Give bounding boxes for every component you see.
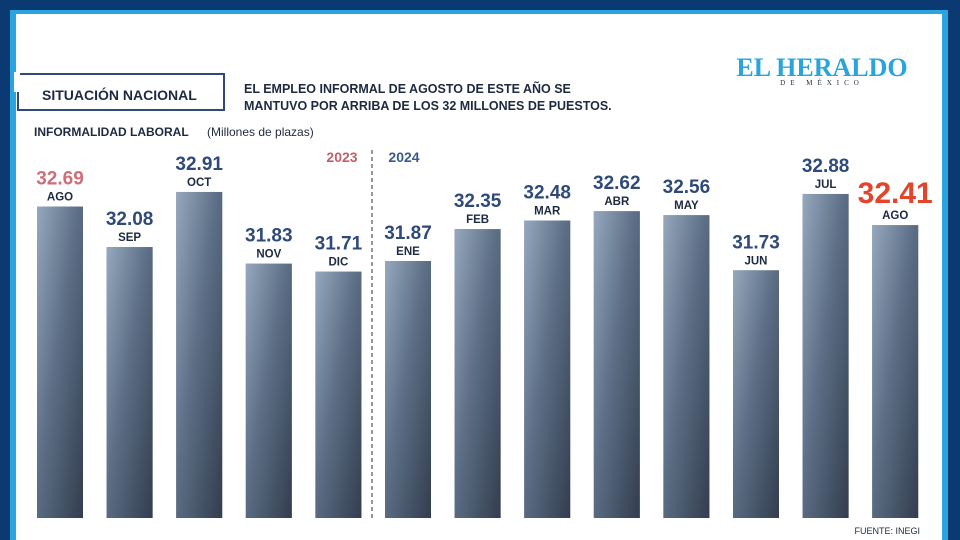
unit-label: (Millones de plazas): [207, 125, 314, 139]
subtitle: MANTUVO POR ARRIBA DE LOS 32 MILLONES DE…: [244, 99, 612, 113]
bar-photo: [315, 271, 362, 518]
bar-photo: [454, 229, 501, 518]
bar-photo: [245, 263, 292, 518]
bar-photo: [593, 211, 640, 518]
year-label: 2023: [326, 149, 357, 165]
bar-photo: [802, 193, 849, 518]
x-tick-label: MAR: [534, 206, 561, 218]
bar-photo: [176, 191, 223, 518]
value-label: 32.91: [175, 154, 223, 175]
year-label: 2024: [388, 149, 419, 165]
value-label: 31.71: [315, 234, 363, 255]
logo: EL HERALDO: [736, 53, 907, 82]
x-tick-label: ENE: [396, 246, 420, 258]
bar-photo: [106, 247, 153, 518]
value-label: 32.48: [523, 183, 571, 204]
chart-title: INFORMALIDAD LABORAL: [34, 125, 189, 139]
value-label: 32.56: [663, 177, 711, 198]
value-label: 32.69: [36, 169, 84, 190]
x-tick-label: JUN: [744, 255, 767, 267]
x-tick-label: MAY: [674, 200, 699, 212]
subtitle: EL EMPLEO INFORMAL DE AGOSTO DE ESTE AÑO…: [244, 81, 571, 96]
source: FUENTE: INEGI: [854, 526, 920, 536]
value-label: 32.41: [858, 177, 933, 210]
x-tick-label: DIC: [328, 257, 348, 269]
value-label: 32.08: [106, 209, 154, 230]
x-tick-label: FEB: [466, 214, 489, 226]
logo-sub: DE MÉXICO: [780, 79, 864, 87]
value-label: 31.73: [732, 232, 780, 253]
x-tick-label: ABR: [604, 196, 630, 208]
bar-photo: [37, 206, 83, 519]
x-tick-label: NOV: [256, 249, 281, 261]
x-tick-label: OCT: [187, 177, 211, 189]
value-label: 31.87: [384, 223, 432, 244]
value-label: 32.35: [454, 191, 502, 212]
value-label: 32.62: [593, 173, 641, 194]
value-label: 31.83: [245, 226, 293, 247]
bar-photo: [524, 220, 571, 518]
section-title: SITUACIÓN NACIONAL: [42, 86, 197, 103]
bar-photo: [733, 270, 779, 518]
bar-photo: [663, 215, 710, 518]
value-label: 32.88: [802, 156, 850, 177]
x-tick-label: AGO: [882, 210, 908, 222]
bar-photo: [385, 261, 431, 518]
bar-photo: [872, 225, 919, 518]
x-tick-label: JUL: [815, 179, 837, 191]
x-tick-label: SEP: [118, 232, 141, 244]
section-notch: [14, 72, 20, 92]
x-tick-label: AGO: [47, 192, 73, 204]
